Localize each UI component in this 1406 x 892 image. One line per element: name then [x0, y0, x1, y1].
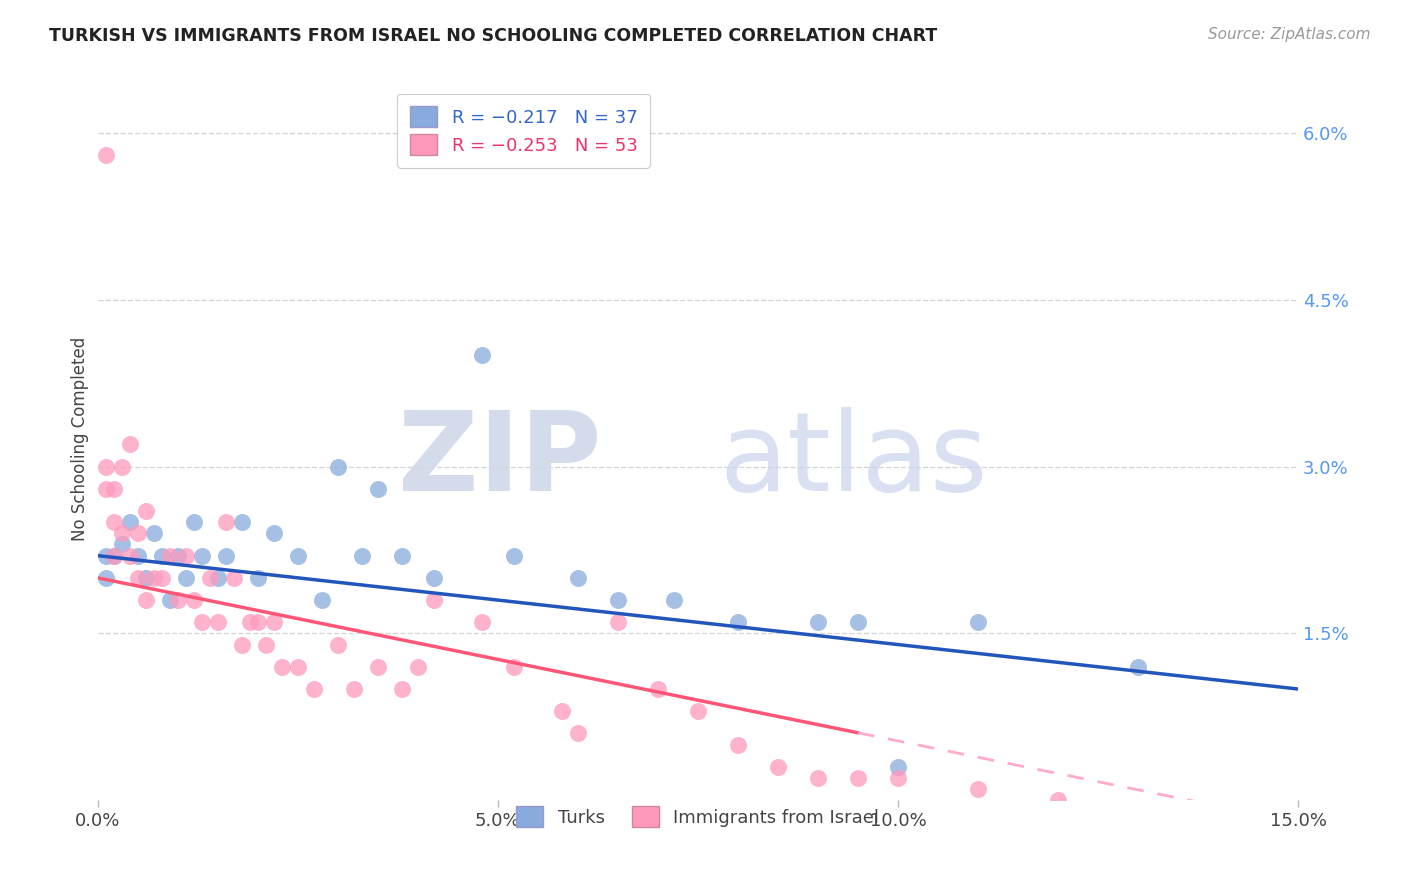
Point	[567, 726, 589, 740]
Point	[263, 615, 285, 630]
Point	[406, 660, 429, 674]
Point	[391, 681, 413, 696]
Point	[422, 571, 444, 585]
Point	[567, 571, 589, 585]
Point	[551, 704, 574, 718]
Point	[103, 549, 125, 563]
Point	[287, 660, 309, 674]
Point	[103, 482, 125, 496]
Point	[807, 771, 830, 785]
Point	[246, 615, 269, 630]
Point	[846, 615, 869, 630]
Point	[118, 549, 141, 563]
Point	[422, 593, 444, 607]
Point	[135, 593, 157, 607]
Point	[471, 615, 494, 630]
Point	[727, 738, 749, 752]
Point	[207, 571, 229, 585]
Legend: Turks, Immigrants from Israel: Turks, Immigrants from Israel	[509, 799, 887, 835]
Point	[1046, 793, 1069, 807]
Text: TURKISH VS IMMIGRANTS FROM ISRAEL NO SCHOOLING COMPLETED CORRELATION CHART: TURKISH VS IMMIGRANTS FROM ISRAEL NO SCH…	[49, 27, 938, 45]
Point	[807, 615, 830, 630]
Point	[174, 549, 197, 563]
Point	[110, 459, 132, 474]
Point	[887, 760, 910, 774]
Point	[103, 515, 125, 529]
Point	[686, 704, 709, 718]
Point	[183, 593, 205, 607]
Point	[183, 515, 205, 529]
Point	[1126, 660, 1149, 674]
Point	[166, 593, 188, 607]
Point	[142, 571, 165, 585]
Point	[367, 660, 389, 674]
Point	[302, 681, 325, 696]
Point	[254, 638, 277, 652]
Point	[239, 615, 262, 630]
Point	[110, 526, 132, 541]
Point	[118, 515, 141, 529]
Point	[198, 571, 221, 585]
Point	[662, 593, 685, 607]
Point	[190, 549, 212, 563]
Text: ZIP: ZIP	[398, 407, 602, 514]
Point	[246, 571, 269, 585]
Point	[287, 549, 309, 563]
Point	[311, 593, 333, 607]
Point	[118, 437, 141, 451]
Point	[150, 571, 173, 585]
Point	[887, 771, 910, 785]
Point	[214, 549, 236, 563]
Point	[127, 526, 149, 541]
Point	[159, 549, 181, 563]
Point	[174, 571, 197, 585]
Point	[222, 571, 245, 585]
Point	[135, 504, 157, 518]
Point	[326, 638, 349, 652]
Point	[127, 571, 149, 585]
Point	[110, 537, 132, 551]
Point	[350, 549, 373, 563]
Point	[471, 348, 494, 362]
Point	[967, 782, 990, 797]
Point	[190, 615, 212, 630]
Point	[231, 515, 253, 529]
Y-axis label: No Schooling Completed: No Schooling Completed	[72, 336, 89, 541]
Point	[263, 526, 285, 541]
Point	[103, 549, 125, 563]
Point	[727, 615, 749, 630]
Point	[159, 593, 181, 607]
Point	[647, 681, 669, 696]
Point	[270, 660, 292, 674]
Point	[391, 549, 413, 563]
Point	[94, 482, 117, 496]
Point	[606, 593, 628, 607]
Text: atlas: atlas	[720, 407, 988, 514]
Point	[231, 638, 253, 652]
Point	[214, 515, 236, 529]
Point	[967, 615, 990, 630]
Point	[150, 549, 173, 563]
Point	[326, 459, 349, 474]
Text: Source: ZipAtlas.com: Source: ZipAtlas.com	[1208, 27, 1371, 42]
Point	[207, 615, 229, 630]
Point	[166, 549, 188, 563]
Point	[94, 549, 117, 563]
Point	[127, 549, 149, 563]
Point	[135, 571, 157, 585]
Point	[846, 771, 869, 785]
Point	[502, 549, 524, 563]
Point	[367, 482, 389, 496]
Point	[94, 571, 117, 585]
Point	[502, 660, 524, 674]
Point	[343, 681, 366, 696]
Point	[94, 459, 117, 474]
Point	[606, 615, 628, 630]
Point	[766, 760, 789, 774]
Point	[142, 526, 165, 541]
Point	[94, 148, 117, 162]
